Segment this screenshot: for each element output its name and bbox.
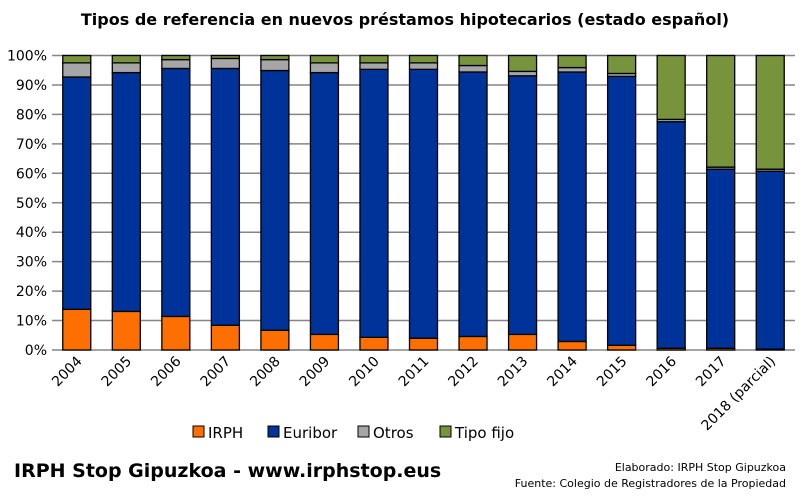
bar-segment-tipo-fijo [606,54,637,75]
y-tick-label: 50% [16,196,47,212]
x-tick-label: 2005 [99,354,136,391]
bar-segment-irph [359,336,389,351]
chart-title: Tipos de referencia en nuevos préstamos … [80,10,730,29]
bar-segment-euribor [359,68,389,338]
bar-segment-tipo-fijo [260,54,290,61]
bar-segment-tipo-fijo [161,54,191,61]
bar-segment-otros [408,62,439,70]
bar-segment-otros [62,62,92,78]
y-tick-label: 70% [16,137,47,153]
x-tick-label: 2008 [247,354,284,391]
x-tick-label: 2011 [396,354,433,391]
bar-segment-euribor [656,121,686,349]
bar-segment-otros [210,57,241,70]
y-tick-label: 0% [25,343,47,359]
bar-segment-euribor [408,68,439,339]
legend-swatch [439,425,452,438]
x-tick-label: 2016 [643,353,680,390]
y-tick-label: 80% [16,107,47,123]
legend-swatch [357,425,370,438]
legend-label: Otros [373,424,414,442]
bar-segment-euribor [606,75,637,346]
bar-segment-euribor [557,71,587,343]
legend-label: IRPH [208,424,243,442]
x-tick-label: 2013 [495,354,532,391]
x-tick-label: 2004 [49,353,86,390]
bar-segment-euribor [62,76,92,311]
bar-segment-euribor [507,75,538,336]
bar-segment-irph [458,335,488,351]
bar-segment-euribor [210,67,241,326]
bar-segment-otros [507,70,538,77]
source-text: Fuente: Colegio de Registradores de la P… [514,477,786,490]
bar-segment-irph [507,333,538,351]
bar-segment-irph [260,329,290,351]
bar-segment-euribor [458,71,488,338]
bar-segment-irph [557,340,587,351]
bar-segment-euribor [260,69,290,331]
y-tick-label: 20% [16,284,47,300]
bar-segment-tipo-fijo [111,54,141,64]
bar-segment-tipo-fijo [458,54,488,67]
x-tick-label: 2010 [346,354,383,391]
bar-segment-euribor [755,170,785,350]
brand-text: IRPH Stop Gipuzkoa - www.irphstop.eus [14,460,442,482]
bar-segment-irph [408,337,439,351]
legend-label: Tipo fijo [454,424,514,442]
bar-segment-euribor [111,71,141,313]
bar-segment-tipo-fijo [359,54,389,64]
y-tick-label: 40% [16,225,47,241]
legend-swatch [192,425,205,438]
y-tick-label: 100% [7,49,47,65]
bar-segment-tipo-fijo [210,54,241,60]
x-tick-label: 2015 [594,354,631,391]
y-tick-label: 30% [16,255,47,271]
x-tick-label: 2006 [148,353,185,390]
bar-segment-euribor [706,168,736,349]
bar-segment-irph [161,315,191,351]
bar-segment-otros [359,62,389,70]
bar-segment-euribor [309,71,340,336]
x-tick-label: 2007 [198,354,235,391]
bar-segment-otros [309,62,340,74]
y-tick-label: 10% [16,314,47,330]
bar-segment-euribor [161,67,191,318]
elaborado-text: Elaborado: IRPH Stop Gipuzkoa [614,461,786,474]
legend-label: Euribor [283,424,338,442]
bar-segment-otros [557,66,587,73]
bar-segment-otros [458,64,488,73]
legend-swatch [267,425,280,438]
bar-segment-tipo-fijo [62,54,92,64]
bar-segment-irph [309,333,340,351]
bar-segment-tipo-fijo [507,54,538,73]
x-tick-label: 2012 [445,354,482,391]
y-tick-label: 60% [16,166,47,182]
bar-segment-tipo-fijo [656,54,686,121]
bar-segment-tipo-fijo [755,54,785,170]
bar-segment-tipo-fijo [309,54,340,64]
bar-segment-irph [62,308,92,351]
bar-segment-irph [606,344,637,351]
bar-segment-otros [111,62,141,74]
bar-segment-otros [161,58,191,70]
bar-segment-irph [210,324,241,351]
bar-segment-tipo-fijo [557,54,587,69]
bar-segment-tipo-fijo [706,54,736,168]
bar-segment-irph [111,310,141,351]
x-tick-label: 2014 [544,353,581,390]
x-tick-label: 2017 [693,354,730,391]
bar-segment-tipo-fijo [408,54,439,64]
bar-segment-otros [260,58,290,72]
y-tick-label: 90% [16,78,47,94]
x-tick-label: 2009 [297,354,334,391]
